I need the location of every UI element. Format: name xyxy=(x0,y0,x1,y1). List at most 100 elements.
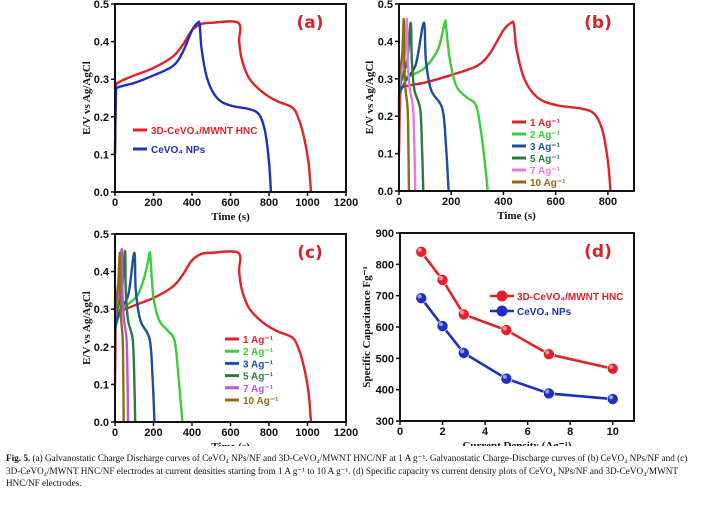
panel-label: (d) xyxy=(584,242,612,262)
caption-label: Fig. 5. xyxy=(6,453,31,463)
y-tick-label: 0.1 xyxy=(94,379,109,391)
series-line xyxy=(113,20,313,193)
legend-label: 3D-CeVO₄/MWNT HNC xyxy=(151,126,257,137)
series-line xyxy=(420,251,614,370)
y-tick-label: 0.3 xyxy=(378,74,393,86)
legend-label: 10 Ag⁻¹ xyxy=(243,396,279,407)
y-tick-label: 0.2 xyxy=(378,111,393,123)
x-tick-label: 600 xyxy=(546,196,564,208)
series-line xyxy=(397,17,411,192)
legend-label: 3 Ag⁻¹ xyxy=(243,359,274,370)
data-point xyxy=(606,393,619,405)
x-tick-label: 0 xyxy=(112,427,118,439)
y-tick-label: 0.4 xyxy=(94,267,110,279)
y-tick-label: 700 xyxy=(376,291,394,303)
x-tick-label: 1000 xyxy=(295,427,319,439)
data-point-highlight xyxy=(609,395,614,400)
x-tick-label: 600 xyxy=(221,197,239,209)
x-tick-label: 0 xyxy=(396,196,402,208)
y-tick-label: 600 xyxy=(376,322,394,334)
x-tick-label: 200 xyxy=(144,427,162,439)
y-tick-label: 900 xyxy=(376,228,394,240)
panel-c: 1 Ag⁻¹2 Ag⁻¹3 Ag⁻¹ 5 Ag⁻¹7 Ag⁻¹10 Ag⁻¹ 0 20… xyxy=(81,229,358,446)
y-tick-label: 0.3 xyxy=(94,74,109,86)
legend-label: 3D-CeVO₄/MWNT HNC xyxy=(517,292,623,303)
figure-caption: Fig. 5. (a) Galvanostatic Charge Dischar… xyxy=(6,452,701,490)
y-tick-label: 500 xyxy=(376,353,394,365)
data-point xyxy=(500,372,513,385)
legend-label: 5 Ag⁻¹ xyxy=(243,372,274,383)
y-tick-label: 0.4 xyxy=(94,37,110,49)
y-axis-label: Specific Capacitance Fg⁻¹ xyxy=(361,266,373,388)
data-point-highlight xyxy=(460,349,465,354)
x-tick-label: 800 xyxy=(599,196,617,208)
legend-label: CeVO₄ NPs xyxy=(517,307,572,318)
x-tick-label: 800 xyxy=(260,427,278,439)
panel-label: (c) xyxy=(297,243,323,263)
x-axis-label: Time (s) xyxy=(211,211,250,223)
legend-label: 7 Ag⁻¹ xyxy=(530,166,561,177)
x-tick-label: 800 xyxy=(260,197,278,209)
data-point-highlight xyxy=(502,374,507,379)
data-point xyxy=(500,324,513,336)
series-line xyxy=(397,20,612,192)
panel-a: 3D-CeVO₄/MWNT HNC CeVO₄ NPs 0 200 400 600 800 1… xyxy=(81,0,358,223)
data-point xyxy=(436,274,449,286)
legend-label: 1 Ag⁻¹ xyxy=(530,118,561,129)
y-tick-label: 0.0 xyxy=(378,186,393,198)
x-tick-label: 0 xyxy=(397,426,403,438)
legend-label: 7 Ag⁻¹ xyxy=(243,384,274,395)
y-tick-label: 300 xyxy=(376,416,394,428)
series-line xyxy=(397,17,417,192)
x-tick-label: 2 xyxy=(439,426,445,438)
data-point xyxy=(606,362,619,375)
x-tick-label: 200 xyxy=(144,197,162,209)
x-tick-label: 400 xyxy=(183,197,201,209)
series-line xyxy=(113,249,137,423)
legend-label: 2 Ag⁻¹ xyxy=(243,347,274,358)
y-tick-label: 0.5 xyxy=(94,0,109,11)
y-tick-label: 0.0 xyxy=(94,417,109,429)
x-tick-label: 4 xyxy=(482,426,489,438)
data-point-highlight xyxy=(438,322,443,327)
legend-label: 5 Ag⁻¹ xyxy=(530,154,561,165)
y-axis-label: E/V vs Ag/AgCl xyxy=(364,61,376,135)
data-point-highlight xyxy=(460,310,465,315)
series-line xyxy=(113,20,273,193)
data-point-highlight xyxy=(502,326,507,331)
data-point xyxy=(415,246,428,258)
data-point-highlight xyxy=(417,248,422,252)
y-axis-label: E/V vs Ag/AgCl xyxy=(81,291,93,365)
data-point xyxy=(458,347,470,359)
plot-frame xyxy=(398,3,635,192)
x-tick-label: 600 xyxy=(221,427,239,439)
data-point-highlight xyxy=(609,364,614,369)
x-tick-label: 400 xyxy=(183,427,201,439)
series-line xyxy=(113,250,313,423)
legend-label: CeVO₄ NPs xyxy=(151,145,206,156)
series-line xyxy=(113,251,125,423)
y-tick-label: 0.1 xyxy=(94,149,109,161)
y-tick-label: 0.2 xyxy=(94,342,109,354)
data-point xyxy=(458,308,470,321)
x-tick-label: 200 xyxy=(442,196,460,208)
legend-label: 10 Ag⁻¹ xyxy=(530,178,566,189)
y-tick-label: 0.0 xyxy=(94,187,109,199)
data-point xyxy=(436,320,449,332)
data-point-highlight xyxy=(545,350,550,355)
y-tick-label: 0.3 xyxy=(94,304,109,316)
panel-label: (b) xyxy=(584,13,612,33)
data-point-highlight xyxy=(417,294,422,299)
x-axis-label: Time (s) xyxy=(497,210,536,222)
x-tick-label: 0 xyxy=(112,197,118,209)
legend-label: 3 Ag⁻¹ xyxy=(530,142,561,153)
x-tick-label: 8 xyxy=(567,426,573,438)
series-line xyxy=(113,247,130,423)
legend-label: 2 Ag⁻¹ xyxy=(530,130,561,141)
y-axis-label: E/V vs Ag/AgCl xyxy=(81,61,93,135)
y-tick-label: 0.5 xyxy=(378,0,393,11)
caption-text: (a) Galvanostatic Charge Discharge curve… xyxy=(6,453,688,488)
y-tick-label: 0.4 xyxy=(378,36,394,48)
y-tick-label: 0.5 xyxy=(94,229,109,241)
panel-b: 1 Ag⁻¹2 Ag⁻¹3 Ag⁻¹5 Ag⁻¹7 Ag⁻¹10 Ag⁻¹ 0 20… xyxy=(364,0,635,222)
